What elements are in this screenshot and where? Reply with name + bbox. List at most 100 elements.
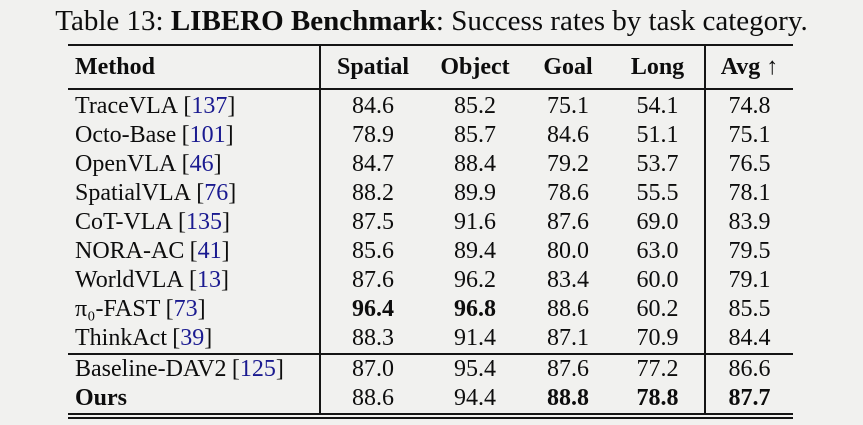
citation-bracket: ] [275,356,284,382]
citation-number: 46 [189,151,214,177]
cell-object: 89.9 [454,180,496,206]
cell-long: 63.0 [636,238,679,264]
citation-number: 101 [189,122,226,148]
cell-goal: 88.6 [547,296,589,322]
citation-bracket: ] [221,238,230,264]
cell-method: SpatialVLA [76] [68,179,320,208]
method-name: Baseline-DAV2 [75,356,227,382]
cell-spatial: 84.6 [319,89,425,121]
cell-object: 89.4 [454,238,496,264]
cell-avg: 79.5 [704,237,793,266]
table-row: π₀-FAST [73] 96.4 96.8 88.6 60.2 85.5 [68,295,793,324]
cell-method: Ours [68,384,320,419]
cell-spatial: 88.6 [319,384,425,419]
cell-spatial: 78.9 [319,121,425,150]
citation-link[interactable]: [41] [190,238,230,264]
citation-number: 13 [196,267,221,293]
citation-link[interactable]: [76] [196,180,236,206]
cell-object: 94.4 [425,384,525,419]
citation-bracket: [ [183,93,192,119]
cell-spatial: 88.2 [319,179,425,208]
citation-link[interactable]: [135] [178,209,230,235]
cell-object: 91.6 [454,209,496,235]
citation-bracket: [ [188,267,197,293]
citation-number: 137 [191,93,228,119]
caption-title: LIBERO Benchmark [170,5,436,37]
citation-bracket: [ [178,209,187,235]
cell-avg: 78.1 [704,179,793,208]
table-row: WorldVLA [13] 87.6 96.2 83.4 60.0 79.1 [68,266,793,295]
cell-avg: 74.8 [704,89,793,121]
citation-number: 76 [204,180,229,206]
method-name: SpatialVLA [75,180,191,206]
cell-goal: 87.6 [547,356,589,382]
cell-long: 55.5 [636,180,679,206]
citation-bracket: ] [204,325,213,351]
method-name: CoT-VLA [75,209,173,235]
citation-bracket: [ [181,122,190,148]
citation-link[interactable]: [125] [232,356,284,382]
citation-link[interactable]: [39] [172,325,212,351]
cell-object: 96.8 [454,296,496,322]
cell-object: 96.2 [454,267,496,293]
citation-link[interactable]: [46] [182,151,222,177]
method-name: NORA-AC [75,238,185,264]
column-header-spatial: Spatial [319,44,425,90]
citation-number: 39 [180,325,205,351]
cell-avg: 83.9 [704,208,793,237]
method-name: OpenVLA [75,151,177,177]
cell-long: 77.2 [636,356,679,382]
table-row: SpatialVLA [76] 88.2 89.9 78.6 55.5 78.1 [68,179,793,208]
cell-object: 95.4 [454,356,496,382]
table-row: ThinkAct [39] 88.3 91.4 87.1 70.9 84.4 [68,324,793,355]
cell-method: OpenVLA [46] [68,150,320,179]
citation-number: 125 [239,356,276,382]
cell-object: 85.7 [454,122,496,148]
citation-number: 73 [173,296,198,322]
method-name: WorldVLA [75,267,184,293]
method-name: Octo-Base [75,122,177,148]
cell-method: Baseline-DAV2 [125] [68,354,320,384]
cell-goal: 80.0 [547,238,589,264]
cell-goal: 88.8 [525,384,611,419]
cell-goal: 75.1 [547,93,589,119]
citation-number: 135 [186,209,223,235]
cell-spatial: 85.6 [319,237,425,266]
cell-spatial: 87.0 [319,354,425,384]
cell-spatial: 96.4 [319,295,425,324]
citation-link[interactable]: [101] [182,122,234,148]
cell-goal: 87.1 [525,324,611,355]
caption-suffix: : Success rates by task category. [435,5,808,37]
citation-bracket: [ [181,151,190,177]
citation-bracket: [ [231,356,240,382]
method-name: Ours [75,385,128,411]
cell-method: WorldVLA [13] [68,266,320,295]
caption-prefix: Table 13: [55,5,171,37]
method-name: ThinkAct [75,325,167,351]
citation-link[interactable]: [13] [189,267,229,293]
cell-avg: 75.1 [704,121,793,150]
method-name: TraceVLA [75,93,179,119]
cell-avg: 76.5 [704,150,793,179]
method-name: π₀-FAST [75,296,161,322]
cell-long: 70.9 [611,324,705,355]
cell-method: Octo-Base [101] [68,121,320,150]
citation-bracket: ] [220,267,229,293]
citation-link[interactable]: [137] [183,93,235,119]
cell-method: NORA-AC [41] [68,237,320,266]
table-row: NORA-AC [41] 85.6 89.4 80.0 63.0 79.5 [68,237,793,266]
cell-long: 51.1 [636,122,679,148]
table-row: CoT-VLA [135] 87.5 91.6 87.6 69.0 83.9 [68,208,793,237]
column-header-method: Method [68,44,320,90]
cell-goal: 78.6 [547,180,589,206]
cell-long: 53.7 [636,151,679,177]
citation-bracket: ] [222,209,231,235]
cell-goal: 87.6 [547,209,589,235]
cell-object: 91.4 [425,324,525,355]
citation-bracket: ] [225,122,234,148]
table-row: Baseline-DAV2 [125] 87.0 95.4 87.6 77.2 8… [68,354,793,384]
citation-link[interactable]: [73] [166,296,206,322]
citation-bracket: ] [197,296,206,322]
results-table-container: Method Spatial Object Goal Long Avg ↑ Tr… [68,44,793,419]
table-caption: Table 13: LIBERO Benchmark: Success rate… [0,0,863,38]
